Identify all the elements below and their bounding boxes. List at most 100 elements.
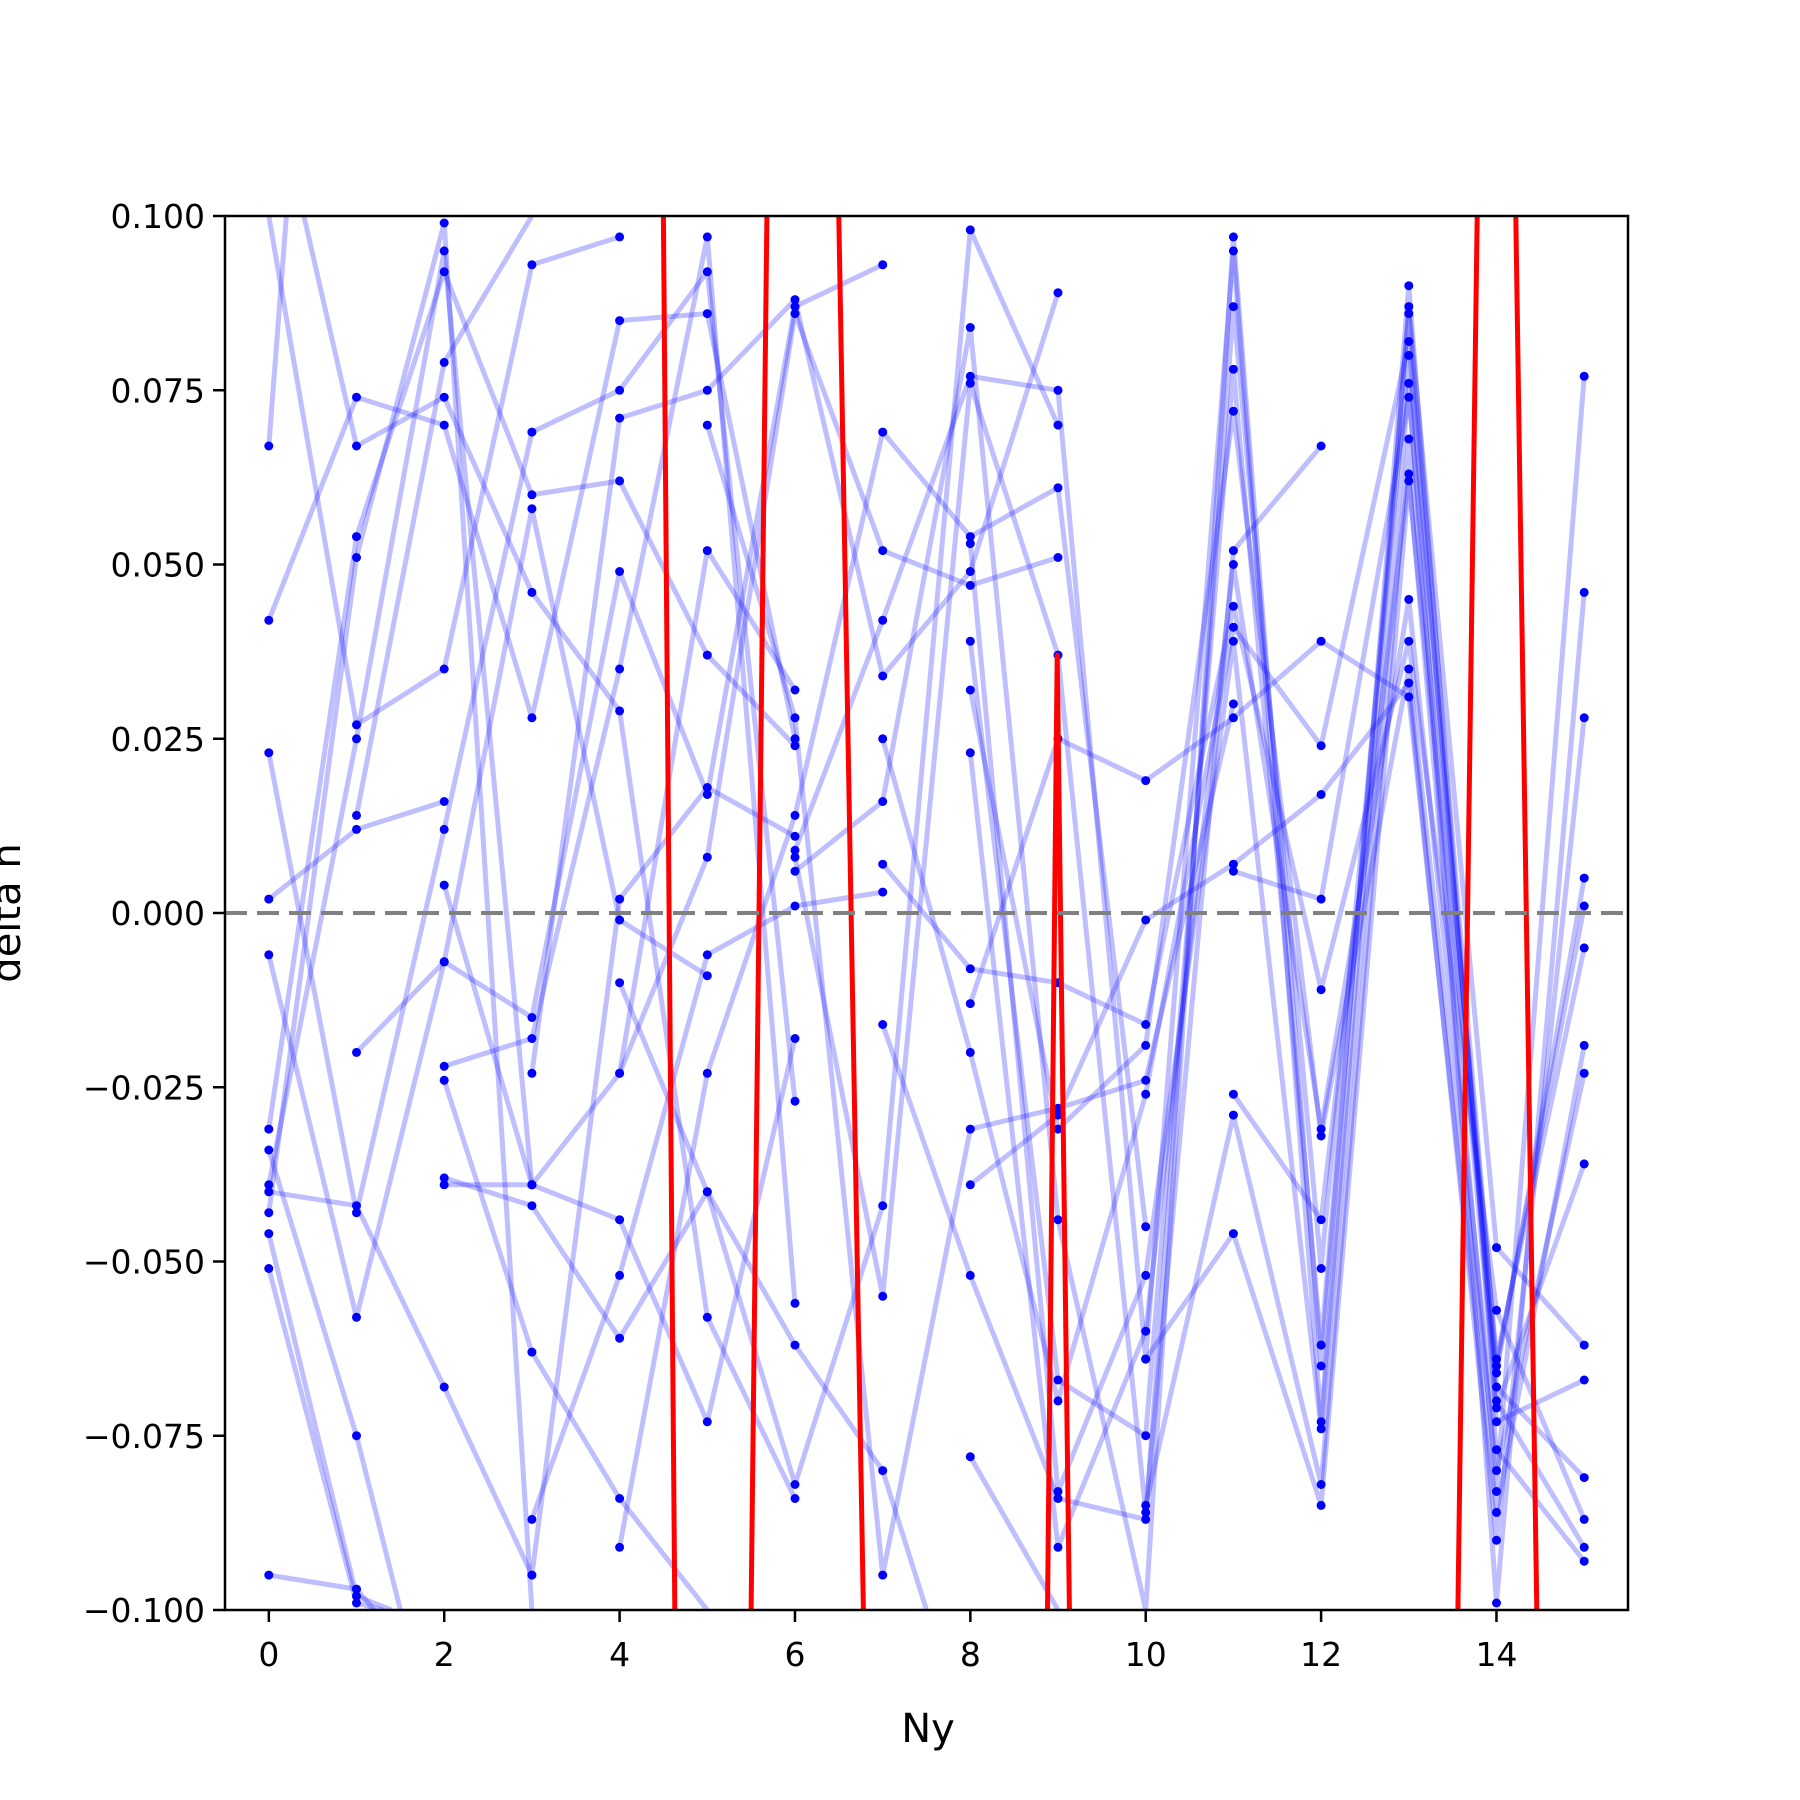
data-point-30-1 xyxy=(878,797,888,806)
data-point-30-3 xyxy=(1053,1215,1063,1225)
data-point-31-2 xyxy=(1053,1494,1063,1503)
data-point-19-0 xyxy=(439,1075,449,1085)
y-axis-label: delta h xyxy=(0,843,30,982)
data-point-23-6 xyxy=(1053,288,1063,298)
data-point-34-4 xyxy=(1316,1124,1326,1134)
data-point-7-1 xyxy=(352,734,361,744)
blue-series-line-38 xyxy=(967,638,1587,1515)
data-point-29-8 xyxy=(1492,1243,1501,1253)
data-point-43-4 xyxy=(1579,371,1589,381)
data-point-37-5 xyxy=(1404,378,1414,388)
data-point-24-1 xyxy=(702,852,712,862)
data-point-39-6 xyxy=(1492,1535,1501,1545)
data-point-33-5 xyxy=(1316,741,1326,751)
data-point-25-5 xyxy=(1053,420,1063,430)
data-point-29-2 xyxy=(965,371,975,381)
data-point-29-0 xyxy=(790,845,800,855)
x-tick-label: 12 xyxy=(1300,1635,1342,1674)
data-point-31-5 xyxy=(1316,1264,1326,1273)
data-point-38-3 xyxy=(1228,713,1238,723)
data-point-13-4 xyxy=(615,232,625,242)
data-point-34-7 xyxy=(1579,1556,1589,1566)
data-point-22-1 xyxy=(615,1270,625,1280)
data-point-13-2 xyxy=(439,664,449,674)
data-point-34-1 xyxy=(1053,1542,1063,1552)
data-point-43-2 xyxy=(1404,469,1414,479)
data-point-22-3 xyxy=(790,901,800,911)
blue-series-line-39 xyxy=(968,680,1587,1543)
data-point-6-0 xyxy=(264,1145,274,1155)
data-point-8-0 xyxy=(264,1187,274,1197)
data-point-10-0 xyxy=(264,1229,274,1239)
data-point-14-4 xyxy=(615,706,625,716)
data-point-20-5 xyxy=(878,1466,888,1476)
data-point-8-3 xyxy=(527,1570,537,1580)
data-point-14-6 xyxy=(790,1494,800,1503)
data-point-37-2 xyxy=(1141,1270,1151,1280)
data-point-39-1 xyxy=(1053,1110,1063,1120)
x-tick-label: 4 xyxy=(609,1635,630,1674)
data-point-20-4 xyxy=(790,1340,800,1350)
x-tick-label: 0 xyxy=(258,1635,279,1674)
data-point-35-3 xyxy=(1228,406,1238,416)
data-point-20-0 xyxy=(439,1173,449,1183)
data-point-26-4 xyxy=(965,532,975,542)
data-point-14-5 xyxy=(702,1312,712,1322)
data-point-4-3 xyxy=(527,504,537,514)
data-point-22-0 xyxy=(527,1514,537,1524)
data-point-36-6 xyxy=(1492,1361,1501,1371)
data-point-36-7 xyxy=(1579,901,1589,911)
data-point-41-1 xyxy=(1228,1229,1238,1239)
data-point-31-8 xyxy=(1579,1473,1589,1483)
data-point-31-1 xyxy=(965,1270,975,1280)
data-point-37-7 xyxy=(1579,587,1589,597)
data-point-24-3 xyxy=(878,546,888,556)
data-point-33-0 xyxy=(878,734,888,744)
data-point-36-1 xyxy=(1053,1375,1063,1385)
data-point-43-0 xyxy=(1228,1089,1238,1099)
data-point-44-1 xyxy=(1316,894,1326,904)
data-point-27-6 xyxy=(1228,699,1238,709)
blue-series-line-37 xyxy=(967,380,1587,1606)
data-point-29-6 xyxy=(1316,1417,1326,1427)
y-tick-label: −0.075 xyxy=(83,1417,205,1456)
data-point-13-3 xyxy=(527,260,537,270)
data-point-27-5 xyxy=(1141,1075,1151,1085)
data-point-30-0 xyxy=(790,866,800,876)
data-point-23-4 xyxy=(878,671,888,681)
data-point-28-0 xyxy=(790,852,800,862)
data-point-27-2 xyxy=(878,1570,888,1580)
data-point-7-4 xyxy=(615,1215,625,1225)
data-point-10-1 xyxy=(352,1591,361,1601)
blue-series-line-40 xyxy=(968,1455,1061,1610)
data-point-1-0 xyxy=(264,615,274,625)
data-point-29-5 xyxy=(1228,246,1238,256)
y-tick-label: 0.050 xyxy=(111,546,205,585)
data-point-27-3 xyxy=(965,1124,975,1134)
y-tick-label: −0.100 xyxy=(83,1591,205,1630)
x-tick-label: 14 xyxy=(1475,1635,1517,1674)
data-point-26-1 xyxy=(702,1068,712,1078)
blue-series-line-41 xyxy=(1143,478,1587,1508)
data-point-32-5 xyxy=(1316,985,1326,995)
blue-series-line-29 xyxy=(792,248,1587,1425)
data-point-36-3 xyxy=(1228,364,1238,374)
data-point-1-6 xyxy=(790,734,800,744)
data-point-16-1 xyxy=(439,357,449,367)
data-point-33-1 xyxy=(965,1047,975,1057)
data-point-23-3 xyxy=(790,295,800,305)
y-tick-label: 0.100 xyxy=(111,197,205,236)
data-point-24-5 xyxy=(1053,553,1063,562)
data-point-2-5 xyxy=(702,267,712,277)
data-point-19-1 xyxy=(527,1347,537,1357)
data-point-7-0 xyxy=(264,1180,274,1190)
data-point-38-2 xyxy=(1141,776,1151,786)
data-point-17-4 xyxy=(790,685,800,695)
data-point-25-2 xyxy=(790,1480,800,1489)
data-point-25-4 xyxy=(965,225,975,235)
data-point-3-1 xyxy=(352,824,361,834)
data-point-44-0 xyxy=(1228,866,1238,876)
data-point-24-4 xyxy=(965,580,975,590)
blue-series-line-25 xyxy=(617,227,1061,1487)
